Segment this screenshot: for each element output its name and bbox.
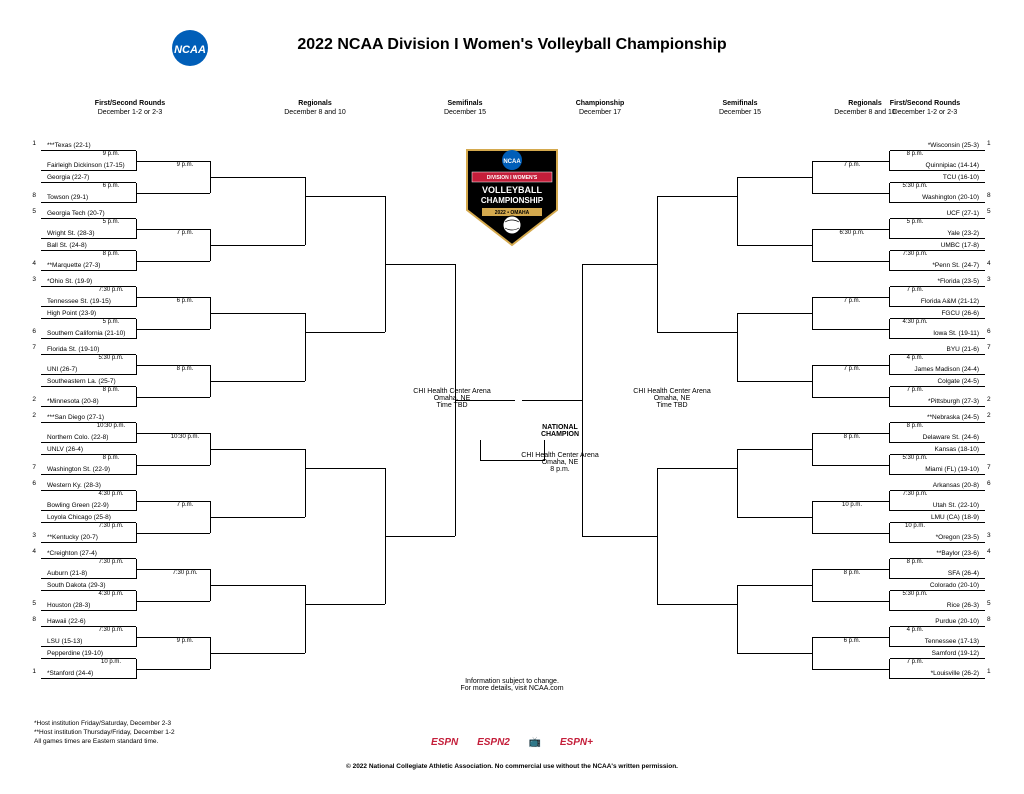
svg-text:DIVISION I WOMEN'S: DIVISION I WOMEN'S [487, 175, 538, 181]
svg-text:CHAMPIONSHIP: CHAMPIONSHIP [481, 196, 544, 205]
page-title: 2022 NCAA Division I Women's Volleyball … [0, 36, 1024, 54]
championship-badge: NCAA DIVISION I WOMEN'S VOLLEYBALL CHAMP… [452, 140, 572, 250]
info-text: Information subject to change.For more d… [452, 678, 572, 692]
copyright: © 2022 National Collegiate Athletic Asso… [0, 763, 1024, 770]
footnotes: *Host institution Friday/Saturday, Decem… [34, 719, 175, 746]
svg-text:NCAA: NCAA [503, 159, 521, 165]
svg-text:VOLLEYBALL: VOLLEYBALL [482, 185, 543, 195]
svg-text:2022 • OMAHA: 2022 • OMAHA [495, 210, 530, 216]
